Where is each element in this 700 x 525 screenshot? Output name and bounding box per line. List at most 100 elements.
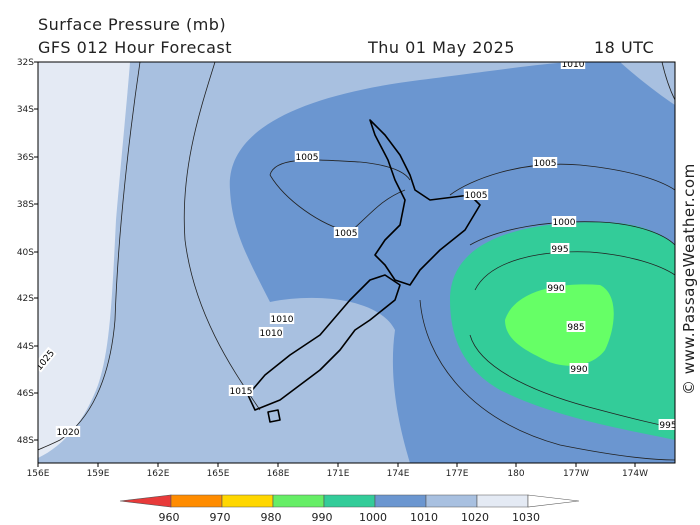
lon-label: 168E: [267, 469, 290, 479]
contour-label-bg: [560, 62, 586, 69]
contour-label: 1005: [296, 153, 319, 163]
contour-label: 995: [551, 245, 568, 255]
north-island: [369, 119, 481, 286]
lon-label: 180: [507, 469, 524, 479]
contour-label-bg: [566, 321, 586, 332]
contour-label: 1015: [230, 387, 253, 397]
lat-label: 48S: [17, 436, 34, 446]
contour-label: 990: [547, 284, 564, 294]
contour-label-group: 1005: [463, 189, 489, 201]
contour: [661, 62, 675, 101]
lon-label: 171E: [327, 469, 350, 479]
legend-label: 1000: [359, 511, 387, 524]
contour-label: 1000: [553, 218, 576, 228]
lon-label: 177E: [446, 469, 469, 479]
legend-label: 1010: [410, 511, 438, 524]
south-island: [247, 274, 401, 411]
contour-label-bg: [658, 419, 675, 430]
contour-label-bg: [569, 363, 589, 374]
contour-label-bg: [38, 346, 57, 373]
model: GFS 012 Hour Forecast: [38, 38, 232, 57]
contour-label: 1010: [562, 60, 585, 70]
contour-label: 985: [567, 323, 584, 333]
contour-label-group: 1010: [269, 313, 295, 325]
legend-swatch: [527, 494, 580, 508]
lon-label: 174W: [622, 469, 648, 479]
contour-label-group: 1015: [228, 385, 254, 397]
legend-swatch: [272, 494, 325, 508]
contour-label-bg: [228, 385, 254, 396]
contour: [183, 62, 261, 411]
contour: [469, 221, 675, 246]
credit: © www.PassageWeather.com: [680, 163, 698, 395]
lon-label: 177W: [563, 469, 589, 479]
lat-label: 34S: [17, 105, 34, 115]
contour-label-bg: [551, 216, 577, 227]
map: 1010 1005 1005 1005 1005 1000 995 990 985 990 1010…: [17, 58, 676, 479]
contour-label-group: 995: [658, 419, 676, 431]
contour-label-group: 1000: [551, 216, 577, 228]
contour-label: 1010: [260, 329, 283, 339]
contour-label: 1005: [465, 191, 488, 201]
contour-label-bg: [258, 327, 284, 338]
contour-label-bg: [550, 243, 570, 254]
contour-label-group: 990: [569, 363, 589, 375]
contour-label: 1020: [57, 428, 80, 438]
contour: [449, 163, 675, 196]
lat-label: 46S: [17, 389, 34, 399]
contour: [269, 159, 411, 181]
lon-label: 162E: [147, 469, 170, 479]
legend-swatch: [323, 494, 376, 508]
legend-swatch: [476, 494, 529, 508]
contour-label-bg: [55, 426, 81, 437]
contour-label-group: 1010: [560, 60, 586, 70]
contour-label: 990: [570, 365, 587, 375]
legend-label: 980: [261, 511, 282, 524]
legend-swatch: [374, 494, 427, 508]
contour-label-group: 1005: [532, 157, 558, 169]
contour-label-bg: [294, 151, 320, 162]
lat-label: 42S: [17, 294, 34, 304]
lon-label: 159E: [87, 469, 110, 479]
contour-label-group: 1020: [55, 426, 81, 438]
contour-label-group: 1005: [294, 151, 320, 163]
lat-label: 44S: [17, 342, 34, 352]
legend: 960 970 980 990 1000 1010 1020 1030: [119, 494, 580, 524]
legend-label: 990: [312, 511, 333, 524]
contour-label: 1010: [271, 315, 294, 325]
legend-label: 970: [210, 511, 231, 524]
contour-label-group: 990: [546, 282, 566, 294]
stewart-island: [267, 409, 281, 423]
field-985: [505, 284, 614, 366]
contour: [469, 334, 675, 429]
contour: [38, 62, 141, 451]
legend-swatch: [221, 494, 274, 508]
contour-label: 1005: [534, 159, 557, 169]
contour-label-bg: [269, 313, 295, 324]
contour-label-bg: [463, 189, 489, 200]
map-frame: [37, 61, 676, 464]
legend-label: 1020: [461, 511, 489, 524]
title: Surface Pressure (mb): [38, 15, 226, 34]
legend-swatch: [425, 494, 478, 508]
contour-label-bg: [532, 157, 558, 168]
contour-label-group: 1010: [258, 327, 284, 339]
contour-label-bg: [546, 282, 566, 293]
date: Thu 01 May 2025: [367, 38, 515, 57]
lat-label: 40S: [17, 248, 34, 258]
contour: [419, 299, 675, 461]
time: 18 UTC: [594, 38, 654, 57]
legend-swatch: [170, 494, 223, 508]
legend-label: 960: [159, 511, 180, 524]
lon-label: 165E: [207, 469, 230, 479]
contour-label: 1005: [335, 229, 358, 239]
contour-label: 995: [659, 421, 676, 431]
contour-label-group: 995: [550, 243, 570, 255]
contour: [474, 251, 675, 291]
lon-label: 174E: [387, 469, 410, 479]
lat-label: 38S: [17, 200, 34, 210]
contour-label-group: 1005: [333, 227, 359, 239]
lon-label: 156E: [27, 469, 50, 479]
lat-label: 36S: [17, 153, 34, 163]
